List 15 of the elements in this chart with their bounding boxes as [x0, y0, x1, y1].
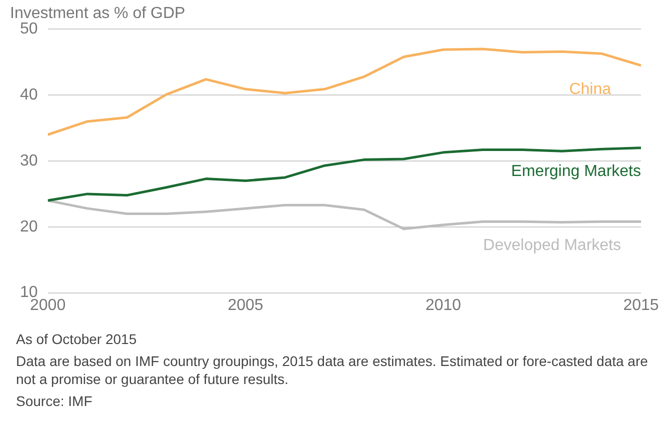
x-tick-label: 2010 — [425, 296, 462, 314]
x-tick-label: 2015 — [623, 296, 659, 314]
series-label: Developed Markets — [483, 237, 621, 254]
series-label: China — [569, 80, 612, 98]
text: Data are based on IMF country groupings, 2015 data are estimates. Estimated or fore-casted data are not a promise or guarantee of future results. — [16, 352, 649, 388]
chart-title: Investment as % of GDP — [10, 5, 186, 22]
x-tick-label: 2005 — [228, 296, 264, 314]
series-label: Emerging Markets — [511, 163, 641, 180]
source-note: Source: IMF — [16, 392, 94, 410]
y-tick-label: 20 — [20, 218, 38, 236]
y-tick-label: 40 — [20, 86, 38, 104]
y-tick-label: 50 — [20, 20, 38, 38]
x-tick-label: 2000 — [30, 296, 66, 314]
y-tick-label: 30 — [20, 152, 38, 170]
text: As of October 2015 — [16, 330, 138, 348]
